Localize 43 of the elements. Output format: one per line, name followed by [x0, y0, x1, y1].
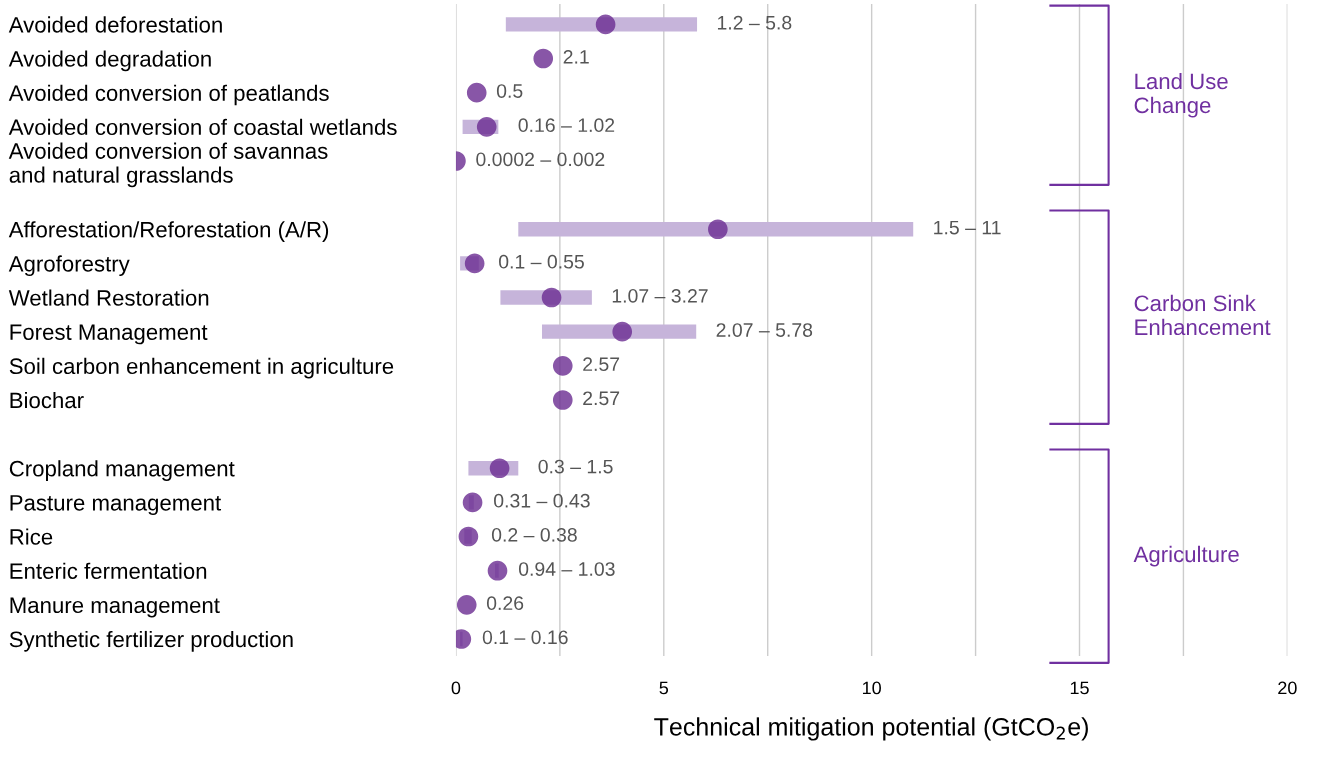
x-tick-label: 20: [1278, 681, 1297, 695]
y-tick-label: Pasture management: [10, 495, 222, 516]
annotation: 0.3 – 1.5: [538, 459, 613, 474]
y-tick-label: Forest Management: [10, 324, 208, 345]
annotation: 1.2 – 5.8: [717, 15, 792, 30]
y-tick-label: Biochar: [10, 391, 84, 409]
y-tick-label: Enteric fermentation: [10, 562, 207, 579]
x-tick-label: 5: [659, 681, 669, 695]
annotation: 0.31 – 0.43: [494, 493, 590, 508]
y-tick-label: Avoided conversion of savannas and natural grasslands: [8, 142, 328, 188]
x-axis-title: Technical mitigation potential (GtCO$_{2}$e): [654, 717, 1088, 741]
annotation: 1.07 – 3.27: [612, 288, 708, 303]
x-tick-label: 0: [451, 681, 461, 695]
data-label: 2.57: [583, 357, 620, 372]
data-label: 0.5: [496, 84, 523, 98]
y-tick-label: Avoided conversion of peatlands: [8, 84, 329, 106]
y-tick-label: Wetland Restoration: [8, 289, 209, 306]
annotation: Land Use Change: [1134, 72, 1228, 118]
y-tick-label: Soil carbon enhancement in agriculture: [9, 357, 394, 379]
y-tick-label: Synthetic fertilizer production: [9, 630, 293, 652]
y-tick-label: Avoided degradation: [8, 50, 211, 72]
annotation: Carbon Sink Enhancement: [1134, 294, 1271, 336]
data-label: 0.26: [486, 596, 524, 611]
x-tick-label: 15: [1070, 681, 1089, 695]
annotation: 2.07 – 5.78: [716, 323, 813, 337]
annotation: 0.1 – 0.55: [499, 254, 584, 269]
annotation: 0.0002 – 0.002: [476, 152, 605, 167]
y-tick-label: Afforestation/Reforestation (A/R): [8, 221, 329, 242]
y-tick-label: Avoided deforestation: [8, 16, 222, 33]
annotation: 0.94 – 1.03: [518, 562, 615, 576]
y-tick-label: Rice: [10, 528, 53, 545]
annotation: 1.5 – 11: [934, 220, 1001, 235]
y-tick-label: Agroforestry: [8, 255, 130, 277]
y-tick-label: Cropland management: [9, 460, 235, 481]
annotation: Agriculture: [1133, 545, 1239, 567]
annotation: 0.16 – 1.02: [518, 118, 615, 133]
annotation: 0.2 – 0.38: [491, 527, 577, 542]
data-label: 2.1: [563, 49, 589, 64]
annotation: 0.1 – 0.16: [482, 630, 568, 645]
y-tick-label: Avoided conversion of coastal wetlands: [8, 118, 397, 136]
data-label: 2.57: [583, 391, 620, 406]
x-tick-label: 10: [862, 681, 881, 695]
y-tick-label: Manure management: [10, 597, 220, 618]
